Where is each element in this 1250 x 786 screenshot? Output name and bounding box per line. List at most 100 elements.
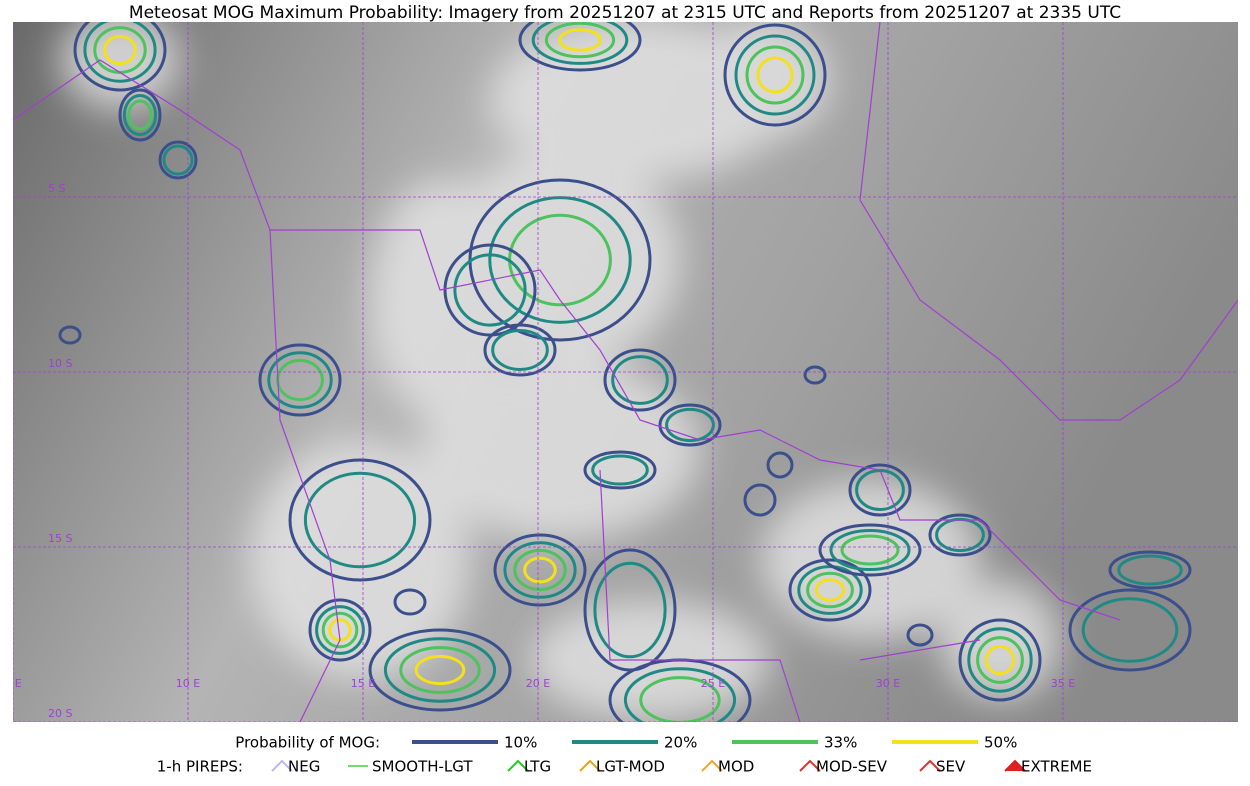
contour [639,676,721,722]
legend-label: 10% [504,734,537,752]
contour [518,22,642,72]
contour [127,99,153,131]
contour [840,534,900,566]
lon-label: 5 E [4,677,21,690]
contour [303,471,417,569]
legend-label: EXTREME [1021,758,1092,776]
contour [122,94,158,136]
contour [928,513,992,557]
contour [1068,588,1192,672]
contour [958,618,1042,702]
contour [1081,597,1179,663]
contour [393,588,427,616]
contour [158,140,198,180]
contour [967,627,1033,693]
contour [818,523,922,577]
contour [976,636,1024,684]
contour [734,34,816,116]
contour [513,548,567,592]
map: 5 S 10 S 15 S 20 S 5 E 10 E 15 E 20 E 25 E 30 E 35… [4,22,1238,722]
lon-label: 35 E [1051,677,1075,690]
contour [288,458,432,582]
legend-label: SMOOTH-LGT [372,758,473,776]
contour [162,144,194,176]
legend-label: NEG [288,758,320,776]
contour [368,628,512,712]
contour [766,451,794,479]
contour [745,45,805,105]
contour [806,571,854,609]
contour [258,343,342,417]
contour [493,533,587,607]
lon-label: 15 E [351,677,375,690]
legend-symbol [507,759,529,772]
contour [743,483,777,517]
contour [488,196,632,324]
contour [1117,554,1183,586]
legend-symbol [1004,759,1026,772]
legend-symbol [701,759,723,772]
borders [13,22,1238,722]
legend-symbol [919,759,941,772]
legend-title: Probability of MOG: [235,734,380,752]
contour [308,598,372,662]
contour [383,637,497,703]
contour [829,529,911,571]
contour [453,253,527,327]
contour [814,578,846,602]
contour [531,22,629,65]
legend-title: 1-h PIREPS: [157,758,243,776]
contour [1108,550,1192,590]
lon-label: 20 E [526,677,550,690]
contour [483,323,557,377]
contour [723,23,827,127]
title: Meteosat MOG Maximum Probability: Imager… [129,3,1121,23]
contour [103,34,137,66]
lon-label: 30 E [876,677,900,690]
legend-label: 33% [824,734,857,752]
contour [593,561,667,659]
contour [544,22,616,59]
contour [491,329,549,371]
contour [73,22,167,92]
contour [591,454,649,486]
contour [83,22,157,83]
contour [399,646,481,694]
lat-label: 5 S [48,182,65,195]
contour [611,355,669,405]
contour [583,548,677,672]
contour [803,365,827,385]
contour [523,556,557,584]
contour [267,351,333,409]
contour [848,463,912,517]
contour [558,28,602,52]
legend-label: MOD-SEV [816,758,888,776]
contour [658,403,722,447]
contour [58,325,82,345]
lat-label: 20 S [48,707,72,720]
contour [414,654,466,686]
lon-label: 25 E [701,677,725,690]
legend-label: LGT-MOD [596,758,665,776]
contour [503,541,577,599]
contour [788,558,872,622]
legend-label: MOD [718,758,754,776]
lat-label: 15 S [48,532,72,545]
legend-label: SEV [936,758,966,776]
legend: Probability of MOG: 10% 20% 33% 50% 1-h PIREP… [157,734,1092,776]
legend-label: LTG [524,758,551,776]
legend-symbol [799,759,821,772]
legend-label: 20% [664,734,697,752]
contour [906,623,934,647]
contour [583,450,657,490]
contour [984,644,1016,676]
lat-label: 10 S [48,357,72,370]
lon-label: 10 E [176,677,200,690]
contour [623,667,737,722]
contour [603,348,677,412]
contour [321,611,359,649]
contour [118,88,162,142]
legend-symbol [579,759,601,772]
legend-symbol [271,759,293,772]
